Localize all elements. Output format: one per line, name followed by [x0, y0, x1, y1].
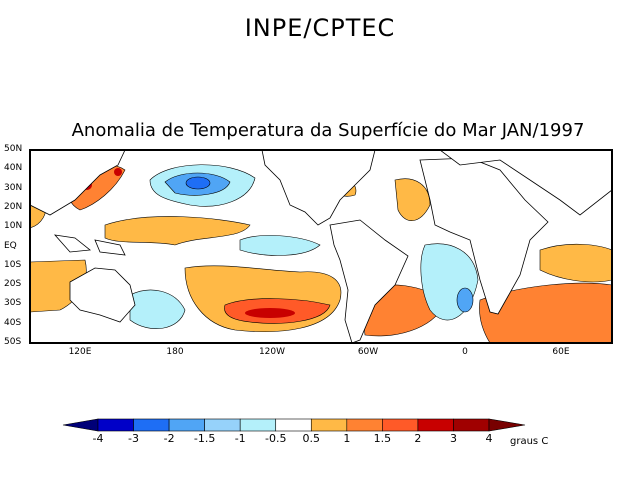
- anomaly-positive-region: [104, 216, 251, 246]
- colorbar-segment: [417, 418, 454, 432]
- continents: [30, 150, 612, 343]
- south-america: [329, 219, 409, 343]
- map-title: Anomalia de Temperatura da Superfície do…: [71, 120, 585, 141]
- lat-label: 50N: [4, 144, 23, 154]
- lon-label: 120E: [68, 347, 92, 357]
- lat-label: 10N: [4, 221, 23, 232]
- lon-label: 0: [462, 347, 468, 357]
- colorbar-label: 2: [414, 432, 422, 445]
- maritime-continent: [53, 234, 126, 256]
- anomaly-negative-region: [129, 289, 186, 329]
- colorbar-label: 4: [485, 432, 493, 445]
- colorbar-segment: [204, 418, 241, 432]
- anomaly-positive-region: [245, 308, 295, 318]
- colorbar-label: -3: [128, 432, 140, 445]
- north-america: [261, 150, 376, 226]
- anomaly-negative-region: [185, 176, 211, 190]
- colorbar-label: 3: [449, 432, 457, 445]
- colorbar-label: -2: [163, 432, 175, 445]
- colorbar-label: -1.5: [193, 432, 216, 445]
- colorbar-label: 0.5: [302, 432, 321, 445]
- colorbar-segment: [239, 418, 277, 432]
- map-frame: [29, 149, 613, 344]
- colorbar-segment: [168, 418, 205, 432]
- colorbar-label: -4: [92, 432, 104, 445]
- lat-label: 20S: [4, 279, 22, 290]
- lat-label: 40S: [4, 317, 22, 328]
- lon-label: 60W: [357, 347, 379, 357]
- australia: [69, 267, 136, 323]
- europe-asia: [30, 150, 612, 216]
- lat-label: 30S: [4, 298, 22, 309]
- colorbar-segment: [310, 418, 348, 432]
- colorbar-label: 1: [343, 432, 351, 445]
- colorbar-lower-arrow: [62, 418, 99, 432]
- lat-label: 20N: [4, 201, 23, 212]
- colorbar: [62, 418, 526, 432]
- anomaly-field: [30, 150, 612, 343]
- lon-label: 180: [166, 347, 184, 357]
- colorbar-segment: [97, 418, 134, 432]
- colorbar-upper-arrow: [488, 418, 526, 432]
- colorbar-segment: [346, 418, 383, 432]
- colorbar-label: -1: [234, 432, 246, 445]
- lat-label: EQ: [4, 240, 17, 251]
- colorbar-unit: graus C: [510, 436, 549, 447]
- colorbar-label: -0.5: [264, 432, 287, 445]
- lat-label: 40N: [4, 163, 23, 174]
- colorbar-label: 1.5: [373, 432, 392, 445]
- africa: [419, 157, 549, 315]
- anomaly-positive-region: [114, 168, 122, 176]
- lon-label: 120W: [258, 347, 286, 357]
- colorbar-segment: [133, 418, 170, 432]
- anomaly-positive-region: [394, 178, 431, 221]
- colorbar-segment: [382, 418, 419, 432]
- lat-label: 10S: [4, 259, 22, 270]
- lon-label: 60E: [552, 347, 570, 357]
- colorbar-segment: [453, 418, 490, 432]
- lat-label: 50S: [4, 337, 22, 347]
- lat-label: 30N: [4, 182, 23, 193]
- page-title: INPE/CPTEC: [244, 14, 396, 42]
- anomaly-positive-region: [539, 243, 612, 283]
- anomaly-negative-region: [239, 235, 321, 256]
- colorbar-segment: [275, 418, 312, 432]
- anomaly-negative-region: [456, 287, 474, 313]
